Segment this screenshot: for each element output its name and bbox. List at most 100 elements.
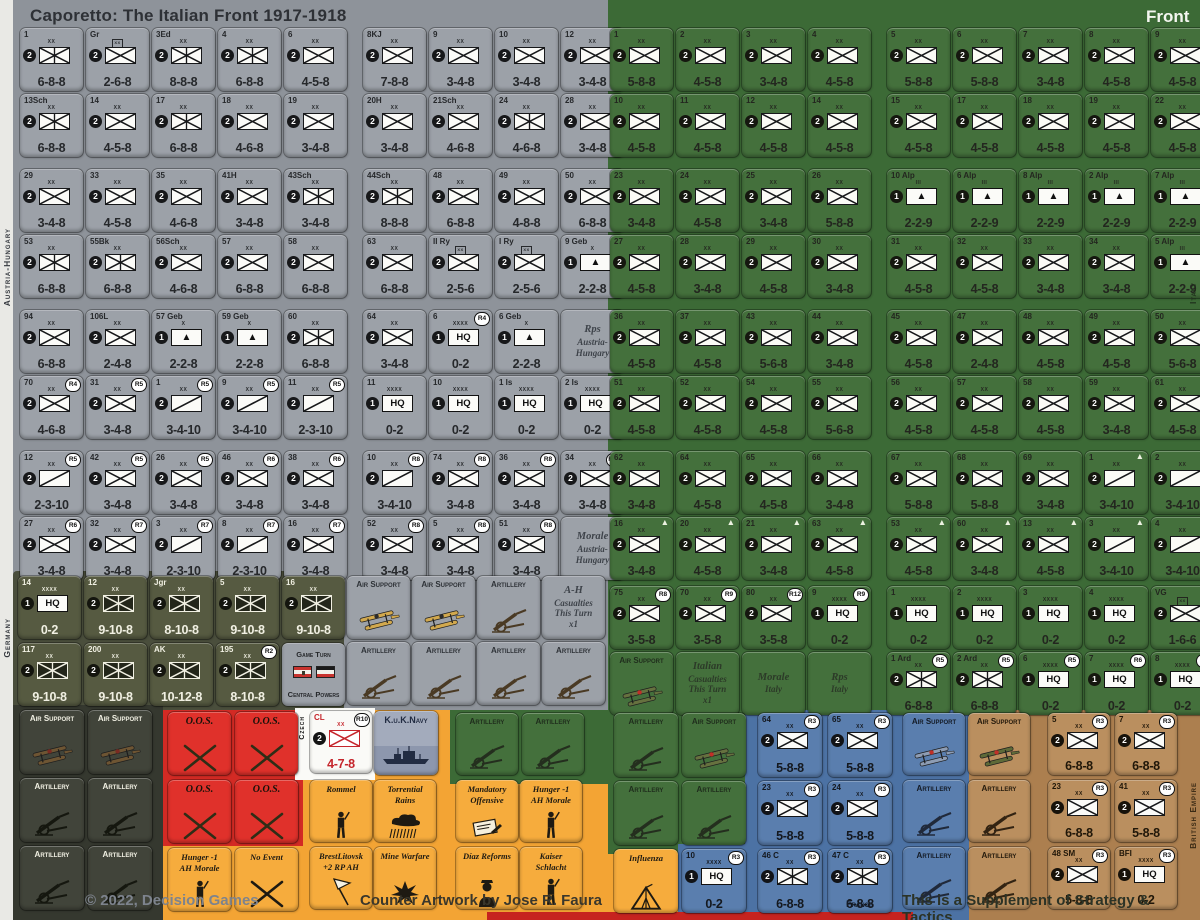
counter-air-support[interactable]: Air Support xyxy=(610,652,673,715)
counter-5[interactable]: 5 R3 xx 2 6-8-8 xyxy=(1048,713,1110,775)
counter-italian[interactable]: Italian Casualties This Turn x1 xyxy=(676,652,739,715)
counter-46-c[interactable]: 46 C R3 xx 2 6-8-8 xyxy=(758,849,822,913)
counter-63[interactable]: 63 ▲ xx 2 4-5-8 xyxy=(808,517,871,580)
counter-10[interactable]: 10 R3 xxxx 1 HQ 0-2 xyxy=(682,849,746,913)
counter-21sch[interactable]: 21Sch xx 2 4-6-8 xyxy=(429,94,492,157)
counter-mandatory[interactable]: Mandatory Offensive xyxy=(456,780,518,842)
counter-14[interactable]: 14 xx 2 4-5-8 xyxy=(808,94,871,157)
counter-9[interactable]: 9 xx 2 3-4-8 xyxy=(429,28,492,91)
counter-artillery[interactable]: Artillery xyxy=(412,642,475,705)
counter-20[interactable]: 20 ▲ xx 2 4-5-8 xyxy=(676,517,739,580)
counter-4[interactable]: 4 xx 2 6-8-8 xyxy=(218,28,281,91)
counter-rommel[interactable]: Rommel xyxy=(310,780,372,842)
counter-influenza[interactable]: Influenza xyxy=(614,849,678,913)
counter-23[interactable]: 23 R3 xx 2 5-8-8 xyxy=(758,781,822,845)
counter-23[interactable]: 23 xx 2 3-4-8 xyxy=(610,169,673,232)
counter-14[interactable]: 14 xxxx 1 HQ 0-2 xyxy=(18,576,81,639)
counter-artillery[interactable]: Artillery xyxy=(903,847,965,909)
counter-3ed[interactable]: 3Ed xx 2 8-8-8 xyxy=(152,28,215,91)
counter-9[interactable]: 9 R5 xx 2 3-4-10 xyxy=(218,376,281,439)
counter-artillery[interactable]: Artillery xyxy=(614,713,678,777)
counter-50[interactable]: 50 xx 2 5-6-8 xyxy=(1151,310,1200,373)
counter-10[interactable]: 10 xx 2 4-5-8 xyxy=(610,94,673,157)
counter-no-event[interactable]: No Event xyxy=(235,848,298,911)
counter-ak[interactable]: AK xx 2 10-12-8 xyxy=(150,643,213,706)
counter-66[interactable]: 66 xx 2 3-4-8 xyxy=(808,451,871,514)
counter-13[interactable]: 13 ▲ xx 2 4-5-8 xyxy=(1019,517,1082,580)
counter-16[interactable]: 16 xx 2 9-10-8 xyxy=(282,576,345,639)
counter-artillery[interactable]: Artillery xyxy=(347,642,410,705)
counter-19[interactable]: 19 xx 2 3-4-8 xyxy=(284,94,347,157)
counter-117[interactable]: 117 xx 2 9-10-8 xyxy=(18,643,81,706)
counter-17[interactable]: 17 xx 2 6-8-8 xyxy=(152,94,215,157)
counter-28[interactable]: 28 xx 2 3-4-8 xyxy=(676,235,739,298)
counter-8kj[interactable]: 8KJ xx 2 7-8-8 xyxy=(363,28,426,91)
counter-6[interactable]: 6 xx 2 5-8-8 xyxy=(953,28,1016,91)
counter-195[interactable]: 195 R2 xx 2 8-10-8 xyxy=(216,643,279,706)
counter-49[interactable]: 49 xx 2 4-8-8 xyxy=(495,169,558,232)
counter-5-alp[interactable]: 5 Alp iii 1 ▲ 2-2-9 xyxy=(1151,235,1200,298)
counter-33[interactable]: 33 xx 2 4-5-8 xyxy=(86,169,149,232)
counter-13sch[interactable]: 13Sch xx 2 6-8-8 xyxy=(20,94,83,157)
counter-artillery[interactable]: Artillery xyxy=(522,713,584,775)
counter-7[interactable]: 7 xx 2 3-4-8 xyxy=(1019,28,1082,91)
counter-31[interactable]: 31 R5 xx 2 3-4-8 xyxy=(86,376,149,439)
counter-k-u-k-navy[interactable]: K.u.K.Navy xyxy=(374,711,438,775)
counter-24[interactable]: 24 R3 xx 2 5-8-8 xyxy=(828,781,892,845)
counter-31[interactable]: 31 xx 2 4-5-8 xyxy=(887,235,950,298)
counter-41[interactable]: 41 R3 xx 2 5-8-8 xyxy=(1115,780,1177,842)
counter-65[interactable]: 65 xx 2 4-5-8 xyxy=(742,451,805,514)
counter-10[interactable]: 10 xxxx 1 HQ 0-2 xyxy=(429,376,492,439)
counter-68[interactable]: 68 xx 2 5-8-8 xyxy=(953,451,1016,514)
counter-43sch[interactable]: 43Sch xx 2 3-4-8 xyxy=(284,169,347,232)
counter-51[interactable]: 51 xx 2 4-5-8 xyxy=(610,376,673,439)
counter-game-turn[interactable]: Game Turn Central Powers xyxy=(282,643,345,706)
counter-15[interactable]: 15 xx 2 4-5-8 xyxy=(887,94,950,157)
counter-16[interactable]: 16 ▲ xx 2 3-4-8 xyxy=(610,517,673,580)
counter-64[interactable]: 64 xx 2 3-4-8 xyxy=(363,310,426,373)
counter-cl[interactable]: CL R10 xx 2 4-7-8 xyxy=(310,711,372,773)
counter-o-o-s[interactable]: O.O.S. xyxy=(235,712,298,775)
counter-35[interactable]: 35 xx 2 4-6-8 xyxy=(152,169,215,232)
counter-vg[interactable]: VG xx 2 1-6-6 xyxy=(1151,586,1200,649)
counter-70[interactable]: 70 R9 xx 2 3-5-8 xyxy=(676,586,739,649)
counter-44sch[interactable]: 44Sch xx 2 8-8-8 xyxy=(363,169,426,232)
counter-12[interactable]: 12 xx 2 4-5-8 xyxy=(742,94,805,157)
counter-artillery[interactable]: Artillery xyxy=(456,713,518,775)
counter-artillery[interactable]: Artillery xyxy=(20,846,84,910)
counter-60[interactable]: 60 ▲ xx 2 3-4-8 xyxy=(953,517,1016,580)
counter-47-c[interactable]: 47 C R3 xx 2 6-8-8 xyxy=(828,849,892,913)
counter-27[interactable]: 27 xx 2 4-5-8 xyxy=(610,235,673,298)
counter-26[interactable]: 26 xx 2 5-8-8 xyxy=(808,169,871,232)
counter-artillery[interactable]: Artillery xyxy=(542,642,605,705)
counter-air-support[interactable]: Air Support xyxy=(682,713,746,777)
counter-10[interactable]: 10 R8 xx 2 3-4-10 xyxy=(363,451,426,514)
counter-air-support[interactable]: Air Support xyxy=(412,576,475,639)
counter-55bk[interactable]: 55Bk xx 2 6-8-8 xyxy=(86,235,149,298)
counter-56sch[interactable]: 56Sch xx 2 4-6-8 xyxy=(152,235,215,298)
counter-48-sm[interactable]: 48 SM R3 xx 2 5-8-8 xyxy=(1048,847,1110,909)
counter-ii-ry[interactable]: II Ry xx 2 2-5-6 xyxy=(429,235,492,298)
counter-5[interactable]: 5 xx 2 5-8-8 xyxy=(887,28,950,91)
counter-74[interactable]: 74 R8 xx 2 3-4-8 xyxy=(429,451,492,514)
counter-artillery[interactable]: Artillery xyxy=(903,780,965,842)
counter-75[interactable]: 75 R8 xx 2 3-5-8 xyxy=(610,586,673,649)
counter-20h[interactable]: 20H xx 2 3-4-8 xyxy=(363,94,426,157)
counter-3[interactable]: 3 R7 xx 2 2-3-10 xyxy=(152,517,215,580)
counter-6[interactable]: 6 R5 xxxx 1 HQ 0-2 xyxy=(1019,652,1082,715)
counter-air-support[interactable]: Air Support xyxy=(347,576,410,639)
counter-41h[interactable]: 41H xx 2 3-4-8 xyxy=(218,169,281,232)
counter-17[interactable]: 17 xx 2 4-5-8 xyxy=(953,94,1016,157)
counter-14[interactable]: 14 xx 2 4-5-8 xyxy=(86,94,149,157)
counter-air-support[interactable]: Air Support xyxy=(968,713,1030,775)
counter-51[interactable]: 51 R8 xx 2 3-4-8 xyxy=(495,517,558,580)
counter-48[interactable]: 48 xx 2 4-5-8 xyxy=(1019,310,1082,373)
counter-1[interactable]: 1 R5 xx 2 3-4-10 xyxy=(152,376,215,439)
counter-64[interactable]: 64 xx 2 4-5-8 xyxy=(676,451,739,514)
counter-jgr[interactable]: Jgr xx 2 8-10-8 xyxy=(150,576,213,639)
counter-air-support[interactable]: Air Support xyxy=(20,710,84,774)
counter-80[interactable]: 80 R12 xx 2 3-5-8 xyxy=(742,586,805,649)
counter-94[interactable]: 94 xx 2 6-8-8 xyxy=(20,310,83,373)
counter-69[interactable]: 69 xx 2 3-4-8 xyxy=(1019,451,1082,514)
counter-brestlitovsk[interactable]: BrestLitovsk +2 RP AH xyxy=(310,847,372,909)
